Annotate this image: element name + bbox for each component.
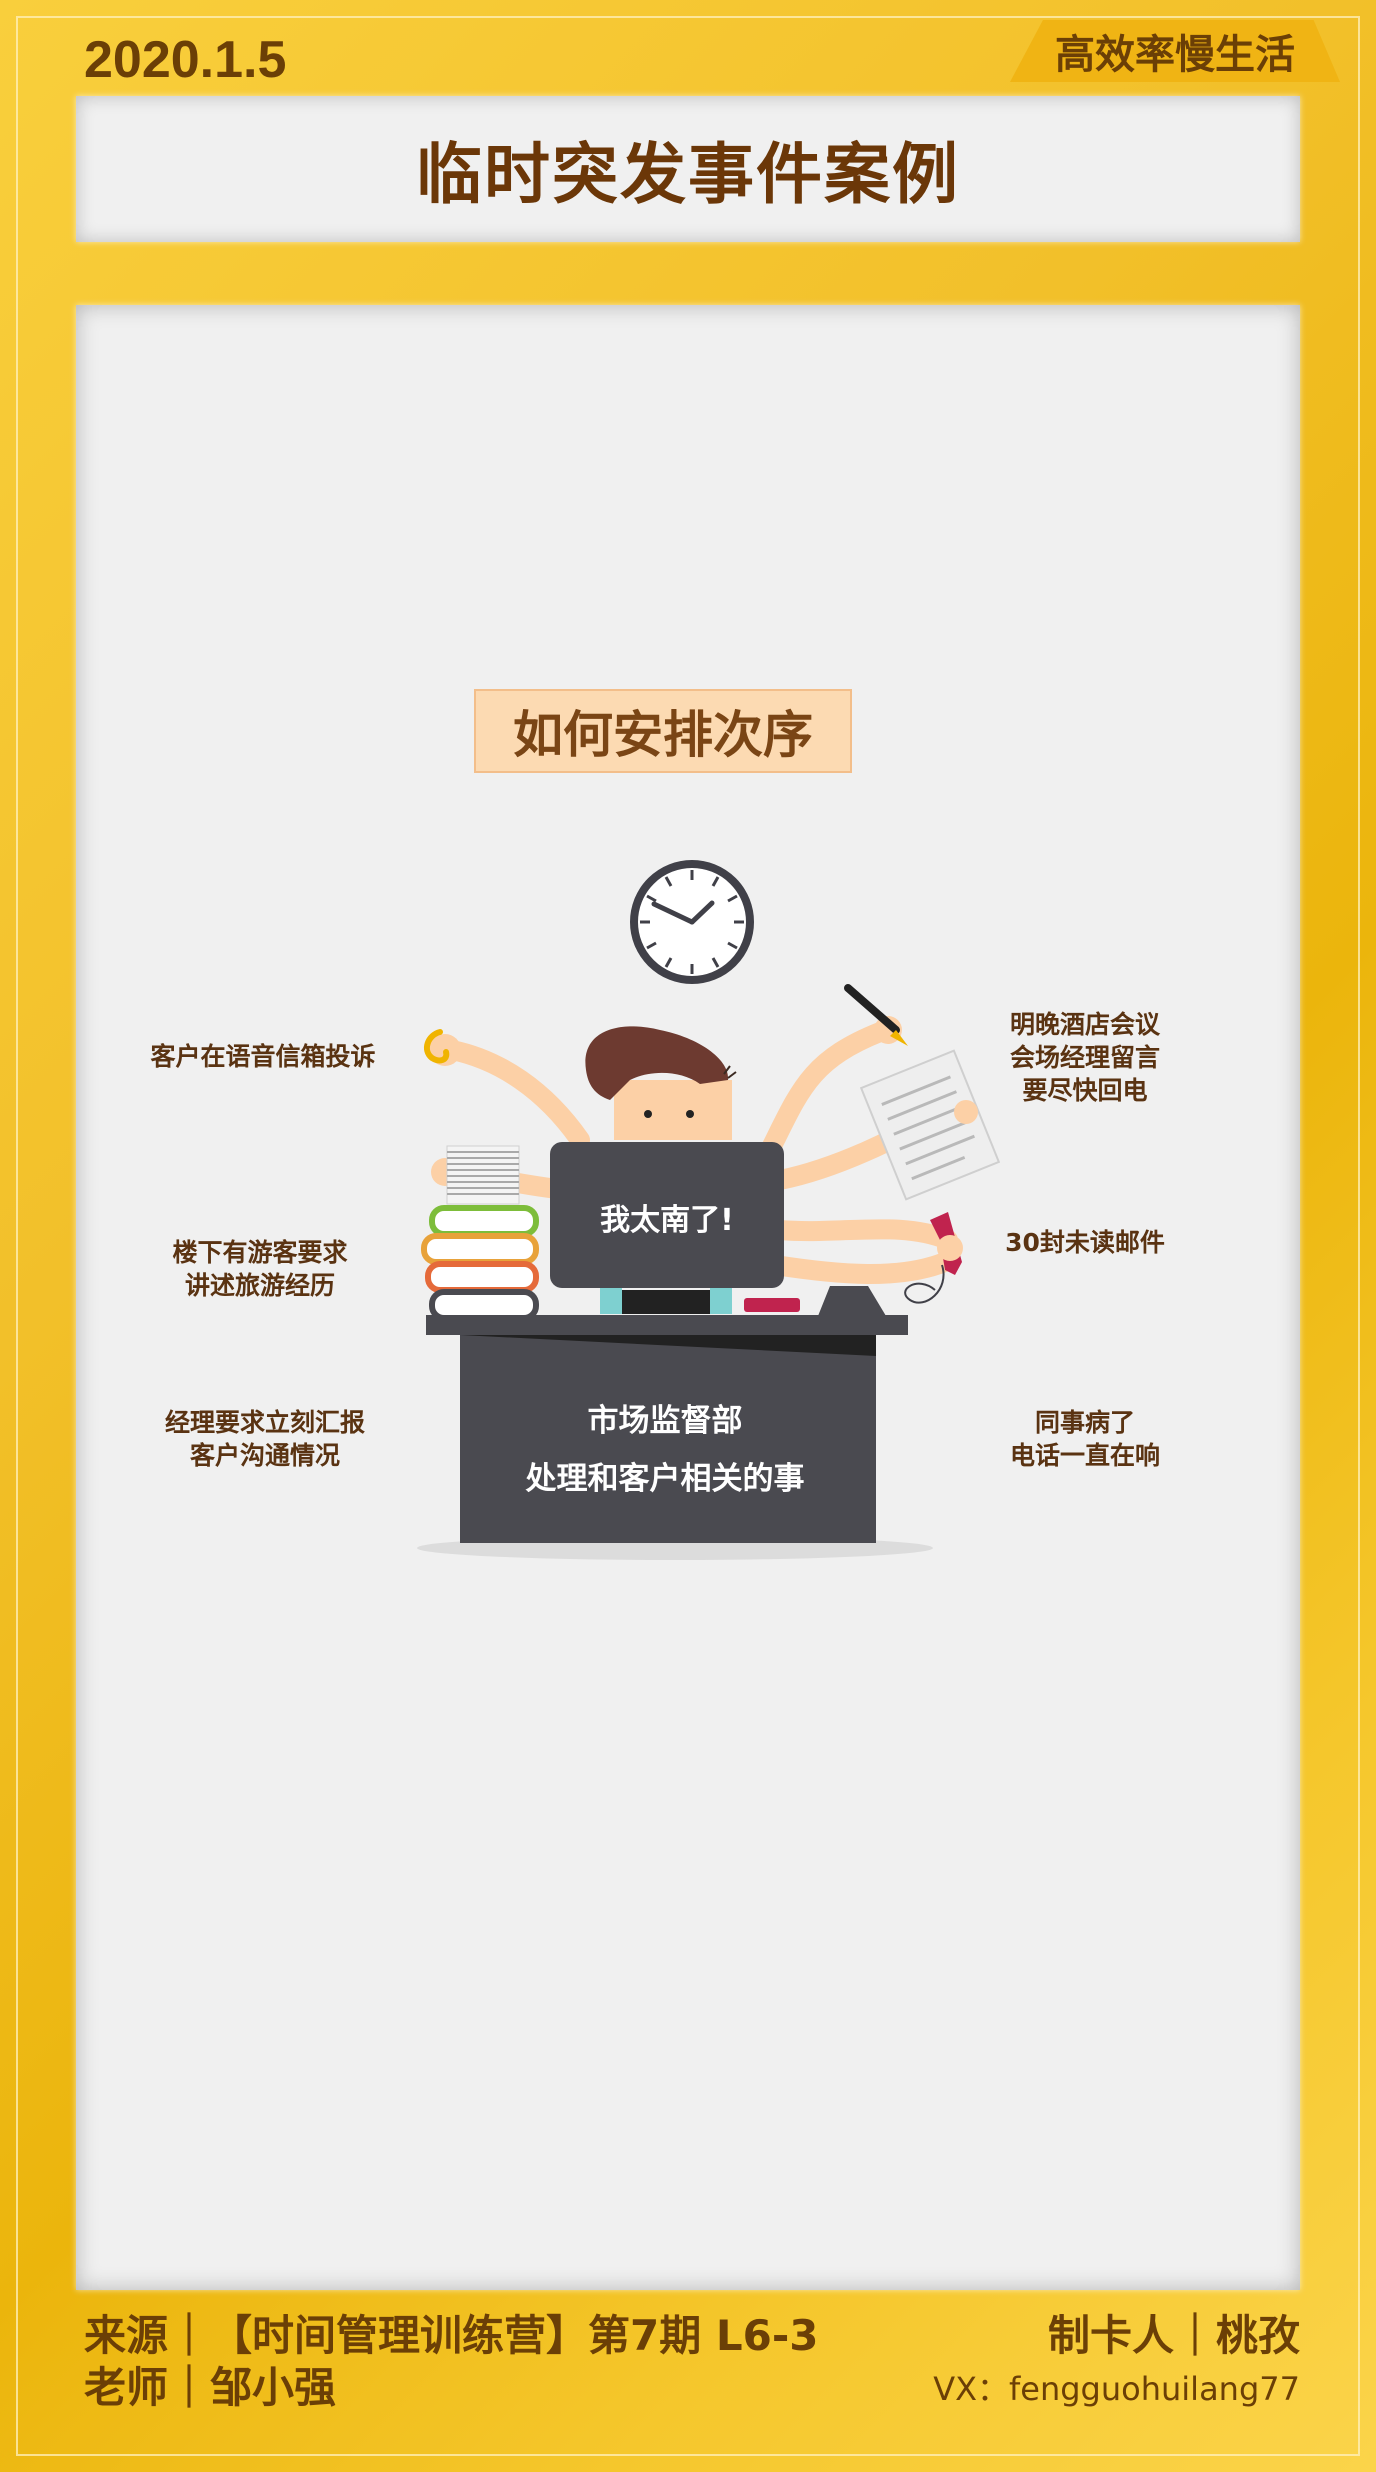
clock-icon — [630, 860, 754, 984]
label-line: 讲述旅游经历 — [184, 1271, 335, 1300]
left-label-voicemail: 客户在语音信箱投诉 — [138, 1040, 388, 1073]
label-line: 客户在语音信箱投诉 — [150, 1042, 376, 1071]
arm-low-right — [770, 1219, 958, 1250]
left-label-manager: 经理要求立刻汇报 客户沟通情况 — [150, 1406, 380, 1472]
label-line: 楼下有游客要求 — [172, 1238, 348, 1267]
page-title: 临时突发事件案例 — [416, 136, 960, 213]
footer-teacher: 老师｜邹小强 — [84, 2363, 337, 2412]
title-panel: 临时突发事件案例 — [76, 96, 1300, 242]
label-line: 客户沟通情况 — [189, 1441, 340, 1470]
arm-up-left — [442, 1040, 590, 1150]
document-icon — [859, 1049, 1001, 1201]
date-label: 2020.1.5 — [84, 31, 287, 89]
right-label-hotel: 明晚酒店会议 会场经理留言 要尽快回电 — [980, 1008, 1190, 1107]
book-stack-icon — [421, 1205, 539, 1321]
arm-low-right2 — [765, 1252, 955, 1284]
hook-icon — [423, 1029, 450, 1064]
phone-icon — [904, 1212, 963, 1304]
brand-label: 高效率慢生活 — [1055, 32, 1295, 78]
monitor-caption: 我太南了! — [600, 1203, 734, 1238]
desk-icon — [426, 1315, 908, 1543]
label-line: 30封未读邮件 — [1005, 1228, 1165, 1257]
label-line: 同事病了 — [1034, 1408, 1135, 1437]
footer-source: 来源｜【时间管理训练营】第7期 L6-3 — [84, 2311, 819, 2360]
monitor-icon — [550, 1142, 784, 1314]
label-line: 经理要求立刻汇报 — [164, 1408, 365, 1437]
right-label-emails: 30封未读邮件 — [980, 1226, 1190, 1259]
footer-maker: 制卡人｜桃孜 — [1047, 2311, 1300, 2360]
right-label-colleague: 同事病了 电话一直在响 — [985, 1406, 1185, 1472]
arm-up-right — [760, 1022, 890, 1160]
person-head — [585, 1026, 737, 1140]
label-line: 电话一直在响 — [1009, 1441, 1160, 1470]
magenta-folder — [744, 1298, 800, 1312]
label-line: 要尽快回电 — [1022, 1076, 1148, 1105]
desk-caption-line2: 处理和客户相关的事 — [525, 1461, 805, 1497]
left-label-tourist: 楼下有游客要求 讲述旅游经历 — [150, 1236, 370, 1302]
footer-vx: VX：fengguohuilang77 — [933, 2370, 1300, 2408]
section-subtitle: 如何安排次序 — [474, 689, 852, 773]
brand-tag: 高效率慢生活 — [1010, 20, 1340, 82]
desk-phone-icon — [818, 1286, 886, 1316]
label-line: 会场经理留言 — [1009, 1043, 1160, 1072]
frame-border — [16, 16, 1360, 2456]
desk-caption-line1: 市场监督部 — [587, 1403, 743, 1439]
paper-stack-icon — [446, 1145, 520, 1205]
label-line: 明晚酒店会议 — [1009, 1010, 1160, 1039]
pen-icon — [844, 984, 908, 1046]
